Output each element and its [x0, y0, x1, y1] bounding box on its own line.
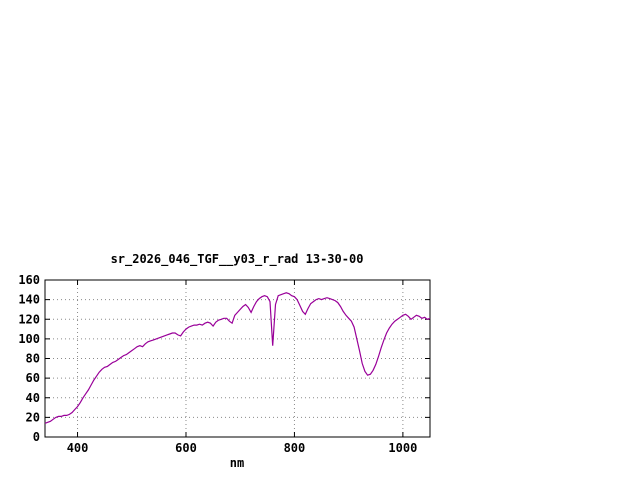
- y-tick-label: 140: [18, 293, 40, 307]
- grid-lines: [45, 280, 430, 437]
- x-tick-label: 800: [284, 441, 306, 455]
- spectrum-line: [44, 292, 431, 424]
- x-tick-label: 1000: [388, 441, 417, 455]
- y-tick-label: 20: [26, 410, 40, 424]
- y-tick-label: 160: [18, 273, 40, 287]
- y-tick-label: 120: [18, 312, 40, 326]
- tick-labels: 400 600 800 1000 0 20 40 60 80 100 120 140 160: [18, 273, 417, 455]
- chart-title: sr_2026_046_TGF__y03_r_rad 13-30-00: [111, 252, 364, 267]
- y-tick-label: 100: [18, 332, 40, 346]
- plot-border: [44, 279, 431, 438]
- y-tick-label: 80: [26, 352, 40, 366]
- y-tick-label: 0: [33, 430, 40, 444]
- x-axis-label: nm: [230, 456, 244, 470]
- y-tick-label: 40: [26, 391, 40, 405]
- x-tick-label: 400: [67, 441, 89, 455]
- x-tick-label: 600: [175, 441, 197, 455]
- y-tick-label: 60: [26, 371, 40, 385]
